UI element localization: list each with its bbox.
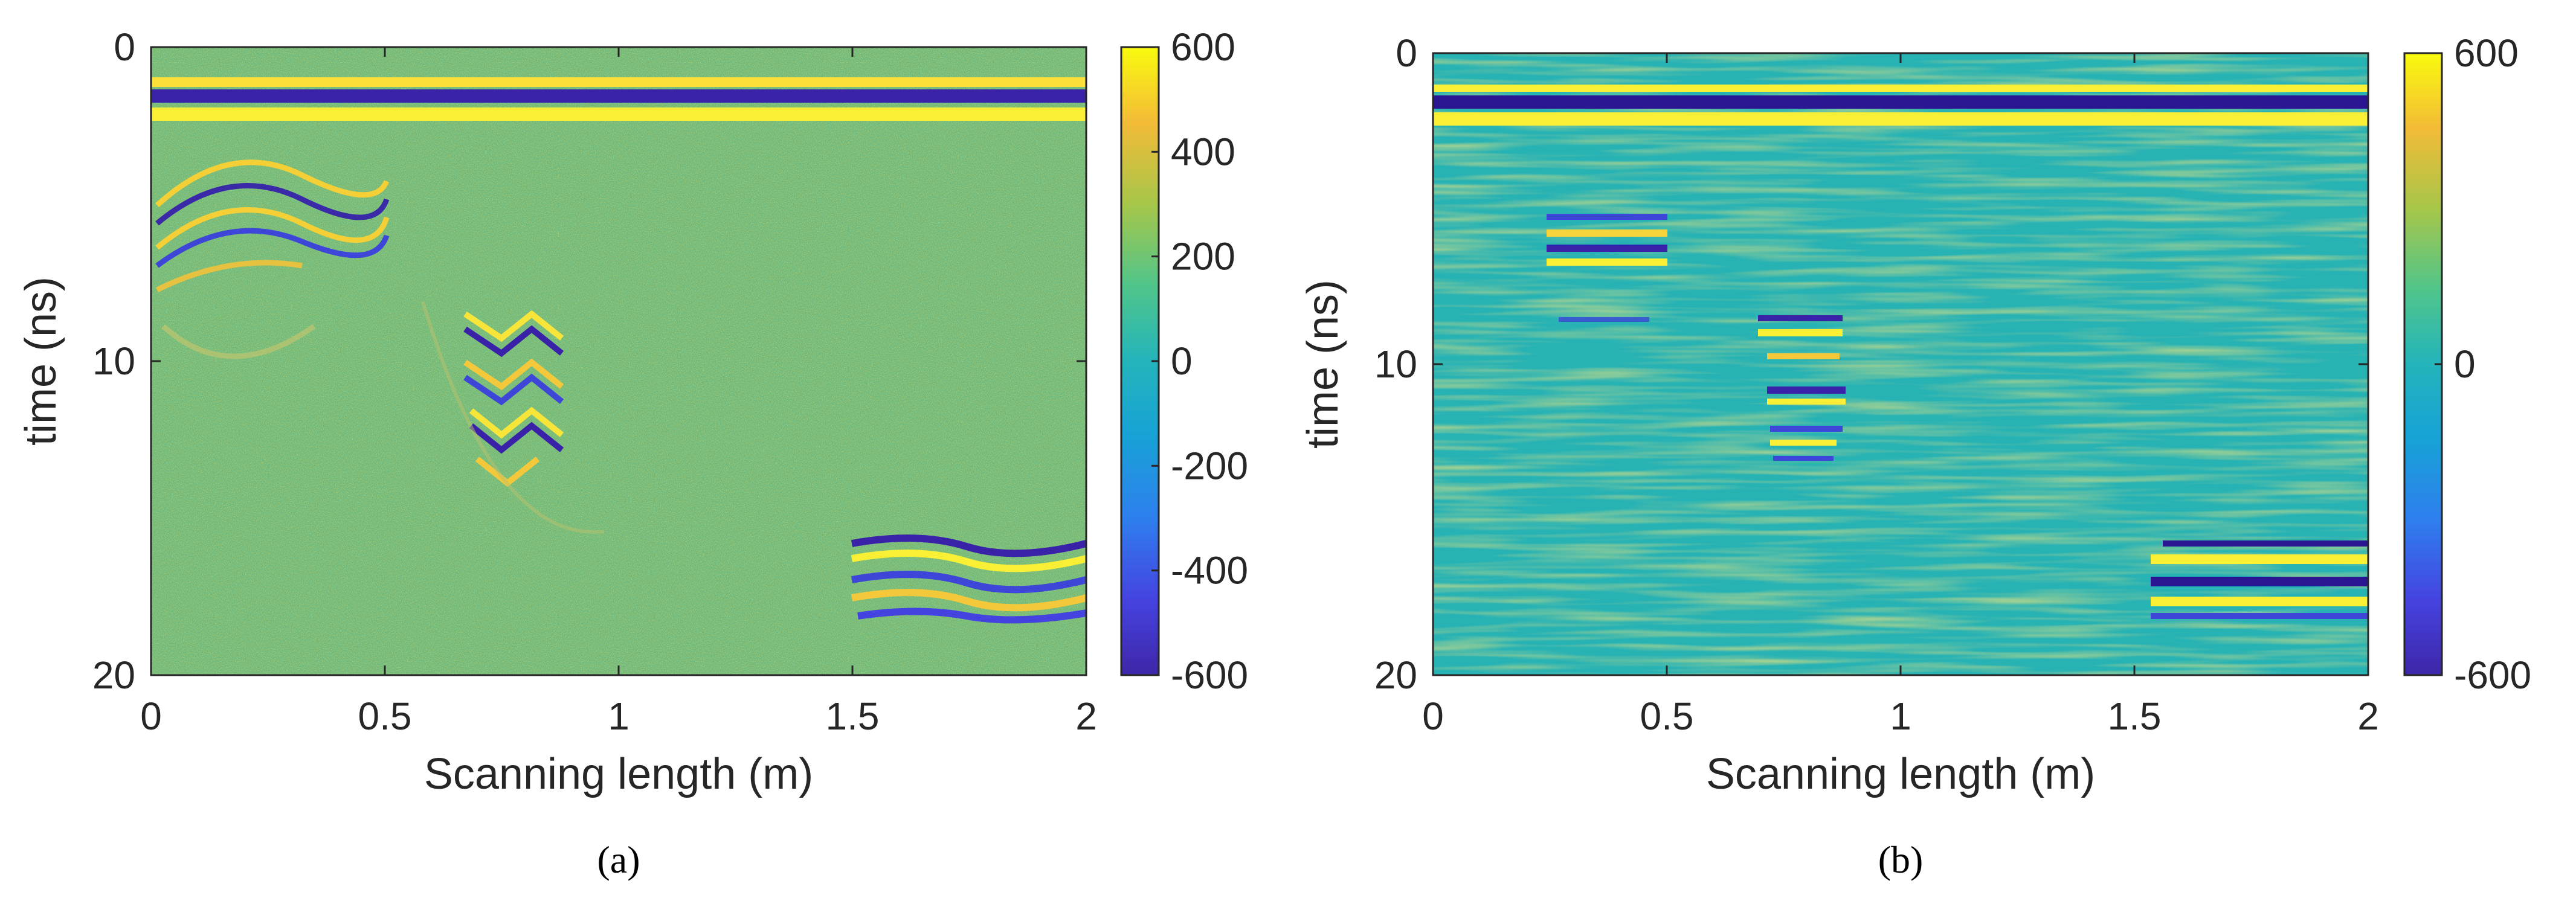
x-tick-label-b: 0.5 [1640, 694, 1694, 738]
x-tick-label-a: 1.5 [826, 694, 880, 738]
direct-wave-bottom-b [1433, 112, 2368, 126]
colorbar-tick-label-b: 0 [2454, 342, 2476, 386]
colorbar-tick-label-a: -400 [1171, 549, 1248, 592]
y-tick-label-b: 20 [1374, 653, 1417, 697]
y-tick-label-a: 20 [92, 653, 135, 697]
y-axis-label-b: time (ns) [1299, 280, 1347, 449]
x-tick-label-b: 2 [2357, 694, 2379, 738]
x-tick-label-b: 1.5 [2108, 694, 2162, 738]
y-tick-label-b: 10 [1374, 342, 1417, 386]
y-tick-label-b: 0 [1396, 31, 1417, 75]
x-tick-label-b: 0 [1422, 694, 1444, 738]
colorbar-tick-label-a: 600 [1171, 25, 1235, 69]
colorbar-tick-label-b: 600 [2454, 31, 2519, 75]
colorbar-tick-label-a: 200 [1171, 235, 1235, 278]
colorbar-tick-label-b: -600 [2454, 653, 2531, 697]
direct-wave-mid-b [1433, 95, 2368, 109]
colorbar-a-ticks: 600 400 200 0 -200 -400 -600 [1151, 25, 1248, 697]
y-tick-label-a: 10 [92, 339, 135, 383]
x-axis-label-b: Scanning length (m) [1706, 750, 2095, 798]
y-axis-label-a: time (ns) [17, 277, 65, 446]
direct-wave-top [151, 77, 1086, 87]
colorbar-tick-label-a: -200 [1171, 444, 1248, 487]
direct-wave-bottom [151, 107, 1086, 121]
figure: 0 0.5 1 1.5 201020 6004002000-200-400-600 Sc… [0, 0, 2576, 901]
y-tick-label-a: 0 [114, 25, 135, 69]
heatmap-b [1433, 53, 2368, 675]
direct-wave-mid [151, 89, 1086, 103]
colorbar-b-ticks: 600 0 -600 [2435, 31, 2531, 697]
colorbar-tick-label-a: 400 [1171, 130, 1235, 173]
x-tick-label-a: 0 [140, 694, 162, 738]
x-axis-label-a: Scanning length (m) [424, 750, 813, 798]
heatmap-a [151, 47, 1086, 675]
caption-b: (b) [1878, 838, 1924, 881]
x-tick-label-a: 0.5 [358, 694, 412, 738]
direct-wave-top-b [1433, 85, 2368, 92]
colorbar-tick-label-a: -600 [1171, 653, 1248, 697]
x-tick-label-b: 1 [1890, 694, 1911, 738]
x-tick-label-a: 1 [608, 694, 630, 738]
colorbar-tick-label-a: 0 [1171, 339, 1193, 383]
caption-a: (a) [597, 838, 640, 881]
x-tick-label-a: 2 [1075, 694, 1097, 738]
